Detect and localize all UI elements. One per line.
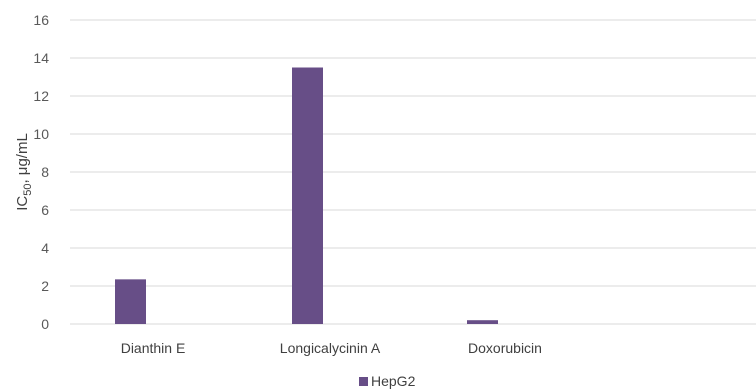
y-axis-label: IC50, μg/mL — [14, 133, 34, 211]
grid-lines — [70, 19, 756, 325]
y-tick-label-14: 14 — [33, 50, 49, 66]
x-tick-label-doxorubicin: Doxorubicin — [468, 340, 542, 356]
x-axis-labels: Dianthin E Longicalycinin A Doxorubicin — [121, 340, 542, 356]
x-tick-label-dianthin-e: Dianthin E — [121, 340, 186, 356]
legend-swatch-hepg2 — [359, 377, 368, 386]
y-tick-label-10: 10 — [33, 126, 49, 142]
y-axis-label-subscript: 50 — [22, 184, 34, 196]
legend: HepG2 — [359, 373, 416, 389]
x-tick-label-longicalycinin-a: Longicalycinin A — [280, 340, 381, 356]
bar-doxorubicin — [467, 320, 498, 324]
legend-label-hepg2: HepG2 — [371, 373, 416, 389]
bar-dianthin-e — [115, 279, 146, 324]
y-axis-label-main: IC — [14, 196, 31, 211]
y-tick-label-12: 12 — [33, 88, 49, 104]
y-tick-label-6: 6 — [41, 202, 49, 218]
bar-longicalycinin-a — [292, 67, 323, 324]
y-tick-label-16: 16 — [33, 12, 49, 28]
y-axis-label-rest: , μg/mL — [14, 133, 31, 183]
y-tick-label-2: 2 — [41, 278, 49, 294]
y-axis-ticks: 0 2 4 6 8 10 12 14 16 — [33, 12, 49, 332]
y-tick-label-4: 4 — [41, 240, 49, 256]
y-tick-label-0: 0 — [41, 316, 49, 332]
y-tick-label-8: 8 — [41, 164, 49, 180]
bars — [115, 67, 498, 324]
